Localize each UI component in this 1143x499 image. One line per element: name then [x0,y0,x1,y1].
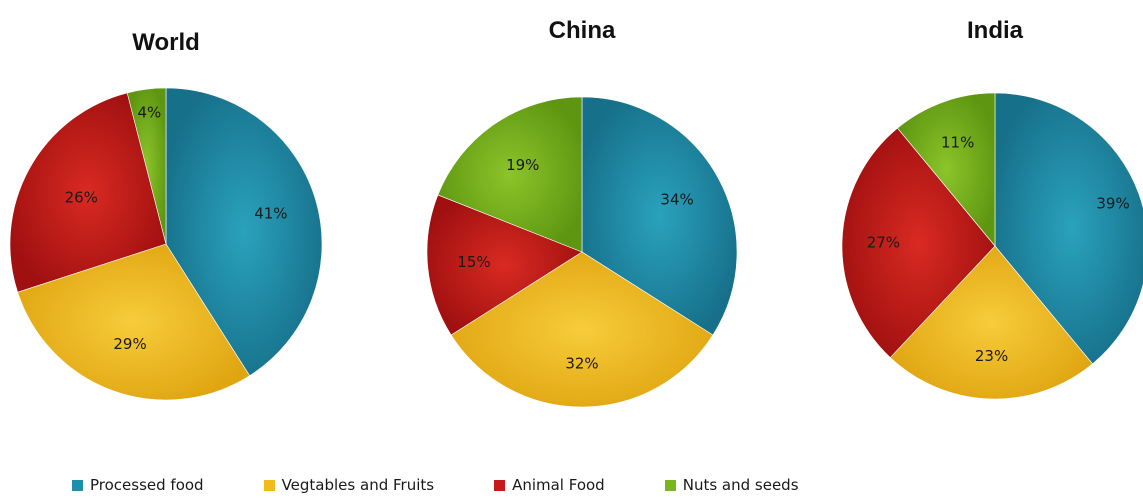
pie-slice-nuts-and-seeds [437,96,583,253]
legend-swatch [263,479,275,491]
legend-swatch [72,479,83,491]
data-label-processed-food: 39% [1096,195,1129,213]
data-label-processed-food: 34% [660,191,693,209]
pie-slice-vegetables-and-fruits [17,243,251,401]
legend-label: Processed food [90,476,204,494]
pie-title: India [967,17,1024,44]
legend-label: Nuts and seeds [682,476,799,494]
pie-slice-nuts-and-seeds [126,87,167,245]
pie-slice-processed-food [165,87,323,377]
pie-slice-processed-food [994,92,1143,365]
data-label-vegetables-and-fruits: 23% [975,347,1008,365]
data-label-animal-food: 26% [65,188,98,206]
legend-label: Vegtables and Fruits [281,476,435,494]
data-label-nuts-and-seeds: 4% [137,103,161,121]
legend-swatch [664,479,676,491]
legend: Processed food Vegtables and Fruits Anim… [72,476,799,494]
legend-item-processed-food: Processed food [72,476,204,494]
data-label-animal-food: 27% [867,233,900,251]
legend-swatch [494,479,506,491]
pie-slice-nuts-and-seeds [897,92,996,247]
pie-slice-vegetables-and-fruits [450,251,714,408]
pie-india: India 39% 23% 27% 11% [841,17,1143,400]
pie-slice-animal-food [841,127,996,358]
data-label-vegetables-and-fruits: 32% [565,355,598,373]
pie-slice-vegetables-and-fruits [889,245,1093,400]
pie-title: World [132,29,200,56]
data-label-nuts-and-seeds: 19% [506,156,539,174]
data-label-nuts-and-seeds: 11% [941,133,974,151]
pie-charts-figure: World 41% 29% 26% 4% China 34% 32% 15% 19% India… [9,17,1143,408]
data-label-processed-food: 41% [254,205,287,223]
pie-title: China [549,17,616,44]
pie-slice-processed-food [581,96,738,336]
legend-item-vegetables-and-fruits: Vegtables and Fruits [263,476,435,494]
pie-world: World 41% 29% 26% 4% [9,29,323,401]
legend-item-nuts-and-seeds: Nuts and seeds [664,476,799,494]
legend-item-animal-food: Animal Food [494,476,605,494]
pie-slice-animal-food [9,92,167,293]
pie-china: China 34% 32% 15% 19% [426,17,738,408]
data-label-animal-food: 15% [457,253,490,271]
data-label-vegetables-and-fruits: 29% [113,335,146,353]
pie-slice-animal-food [426,194,583,336]
legend-label: Animal Food [512,476,605,494]
